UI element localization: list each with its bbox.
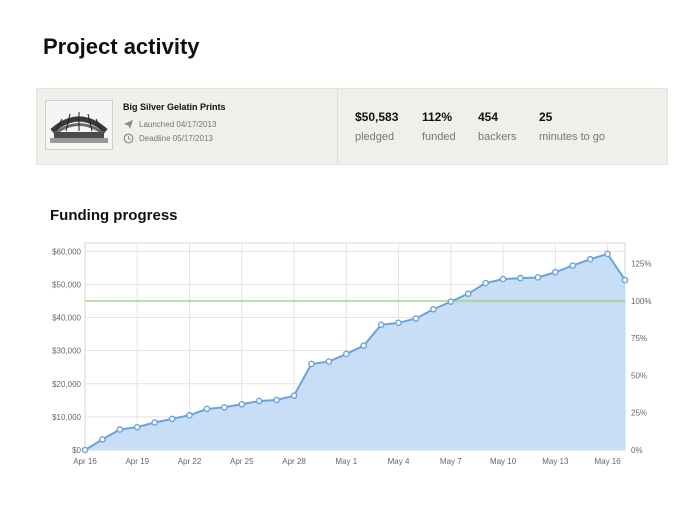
stat-backers-value: 454: [478, 110, 499, 124]
data-point: [255, 397, 263, 405]
x-tick-label: Apr 25: [230, 457, 254, 466]
data-point: [151, 419, 158, 426]
x-tick-label: May 7: [440, 457, 462, 466]
y-tick-label: $50,000: [52, 280, 81, 289]
data-point: [203, 405, 211, 413]
funding-progress-title: Funding progress: [50, 207, 178, 224]
data-point: [430, 305, 437, 313]
stat-backers-label: backers: [478, 131, 517, 143]
stat-time-left-label: minutes to go: [539, 131, 606, 143]
data-point: [604, 250, 611, 258]
x-tick-label: Apr 16: [73, 457, 97, 466]
clock-icon: [123, 133, 134, 144]
page-title: Project activity: [43, 34, 200, 59]
data-point: [116, 426, 124, 433]
data-point: [290, 392, 298, 399]
data-point: [99, 436, 106, 443]
data-point: [342, 350, 350, 358]
data-point: [517, 274, 524, 282]
data-point: [586, 255, 594, 263]
project-name[interactable]: Big Silver Gelatin Prints: [123, 102, 226, 112]
stat-backers: 454 backers: [478, 110, 517, 143]
stat-time-left-value: 25: [539, 110, 553, 124]
data-point: [186, 411, 193, 419]
data-point: [238, 400, 246, 408]
data-point: [273, 396, 280, 404]
x-tick-label: May 13: [542, 457, 569, 466]
data-point: [325, 358, 333, 365]
y-tick-label: $20,000: [52, 380, 81, 389]
y2-tick-label: 75%: [631, 334, 647, 343]
data-point: [308, 360, 315, 368]
funding-area: [85, 253, 625, 450]
deadline-row: Deadline 05/17/2013: [123, 133, 213, 144]
stat-funded: 112% funded: [422, 110, 456, 143]
y-tick-label: $60,000: [52, 247, 81, 256]
y2-tick-label: 125%: [631, 260, 651, 269]
data-point: [482, 279, 489, 287]
deadline-date: Deadline 05/17/2013: [139, 134, 213, 143]
funding-progress-chart: $0 $10,000 $20,000 $30,000 $40,000 $50,000 $60…: [52, 242, 651, 466]
data-point: [81, 446, 89, 454]
project-image: [46, 101, 112, 149]
data-point: [168, 415, 176, 423]
x-tick-label: May 4: [388, 457, 410, 466]
stat-funded-value: 112%: [422, 110, 453, 124]
data-point: [499, 275, 507, 283]
data-point: [360, 342, 368, 349]
x-tick-label: Apr 22: [178, 457, 202, 466]
paper-plane-icon: [124, 120, 133, 129]
launched-date: Launched 04/17/2013: [139, 120, 217, 129]
y2-tick-label: 0%: [631, 446, 643, 455]
y-tick-label: $30,000: [52, 347, 81, 356]
stat-pledged-value: $50,583: [355, 110, 399, 124]
y2-tick-label: 25%: [631, 409, 647, 418]
y2-tick-label: 100%: [631, 297, 651, 306]
x-tick-label: May 1: [335, 457, 357, 466]
data-point: [395, 319, 402, 327]
data-point: [447, 298, 455, 305]
data-point: [534, 274, 542, 281]
stat-funded-label: funded: [422, 131, 456, 143]
data-point: [621, 276, 629, 284]
data-point: [133, 423, 141, 431]
data-point: [464, 290, 472, 297]
y-tick-label: $40,000: [52, 314, 81, 323]
data-point: [412, 315, 420, 322]
x-tick-label: Apr 28: [282, 457, 306, 466]
data-point: [377, 321, 385, 329]
project-thumbnail[interactable]: [45, 100, 113, 150]
data-point: [552, 268, 559, 276]
stat-time-left: 25 minutes to go: [539, 110, 605, 143]
data-point: [221, 403, 228, 411]
y-tick-label: $10,000: [52, 413, 81, 422]
y-tick-label: $0: [72, 446, 81, 455]
y2-tick-label: 50%: [631, 371, 647, 380]
launched-row: Launched 04/17/2013: [123, 119, 216, 130]
stat-pledged: $50,583 pledged: [355, 110, 398, 143]
x-tick-label: May 10: [490, 457, 517, 466]
project-summary-panel: Big Silver Gelatin Prints Launched 04/17…: [36, 88, 668, 165]
x-tick-label: Apr 19: [125, 457, 149, 466]
data-point: [569, 262, 577, 269]
panel-divider: [337, 89, 338, 164]
x-tick-label: May 16: [594, 457, 621, 466]
stat-pledged-label: pledged: [355, 131, 395, 143]
